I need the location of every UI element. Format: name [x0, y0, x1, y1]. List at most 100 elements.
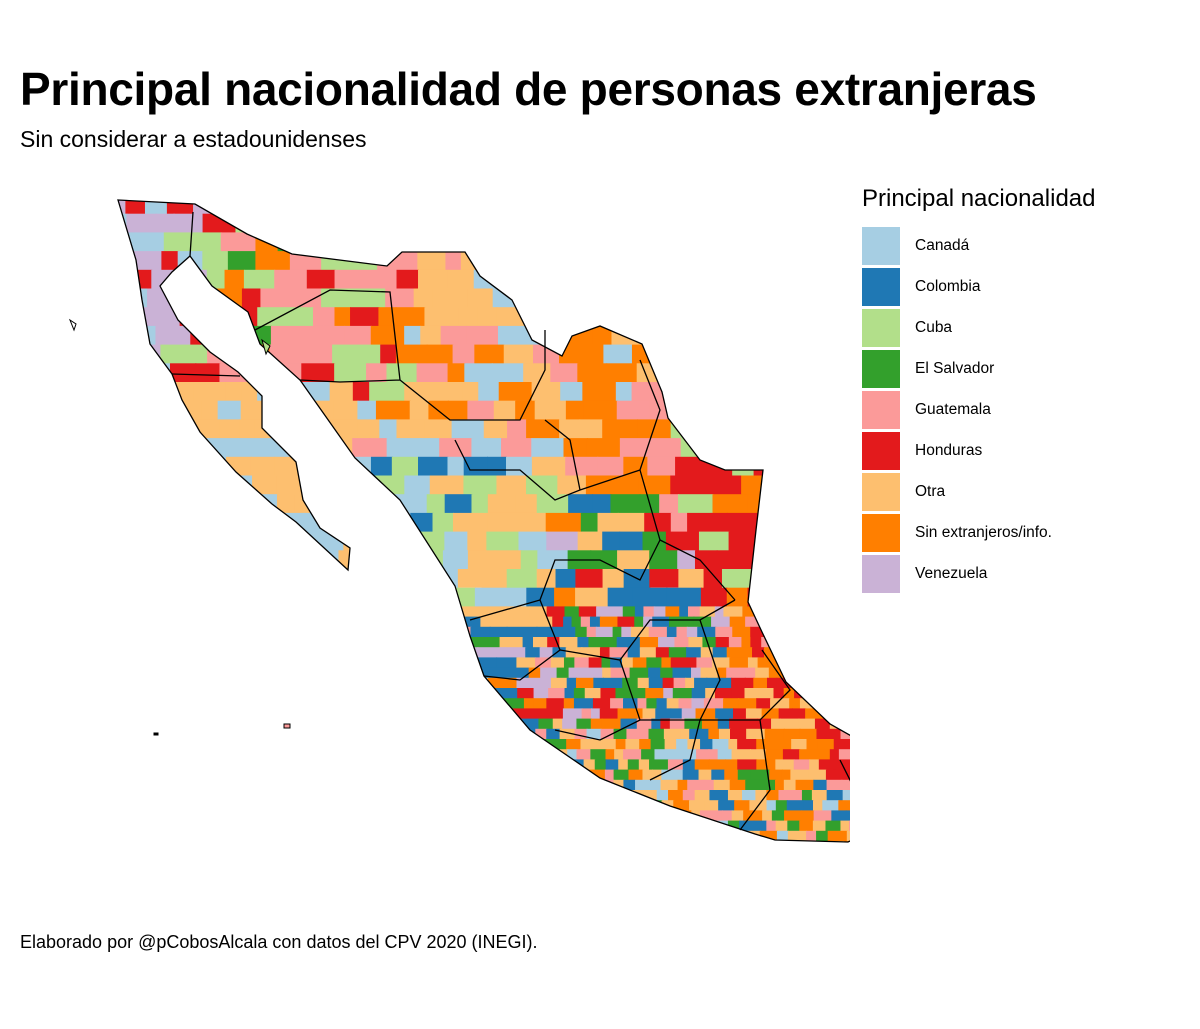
municipality: [195, 800, 222, 816]
municipality: [676, 325, 711, 347]
municipality: [161, 626, 186, 638]
municipality: [525, 790, 536, 805]
legend-item: Colombia: [862, 266, 1095, 307]
municipality: [515, 800, 539, 817]
legend-title: Principal nacionalidad: [862, 185, 1096, 212]
municipality: [161, 677, 189, 690]
municipality: [443, 830, 469, 842]
municipality: [646, 820, 660, 836]
municipality: [755, 878, 783, 886]
municipality: [837, 587, 850, 607]
municipality: [131, 677, 163, 694]
municipality: [801, 232, 830, 253]
municipality: [302, 759, 328, 771]
municipality: [758, 688, 775, 699]
municipality: [563, 698, 575, 714]
municipality: [118, 790, 133, 807]
municipality: [238, 667, 268, 683]
municipality: [806, 830, 818, 842]
municipality: [503, 878, 525, 886]
municipality: [840, 438, 850, 466]
municipality: [398, 708, 423, 727]
municipality: [366, 688, 393, 700]
municipality: [181, 667, 217, 684]
municipality: [566, 677, 577, 692]
municipality: [134, 657, 165, 669]
municipality: [215, 667, 240, 680]
municipality: [165, 688, 196, 705]
municipality: [762, 810, 773, 824]
municipality: [528, 667, 542, 679]
municipality: [567, 800, 580, 814]
municipality: [656, 698, 668, 714]
municipality: [373, 800, 391, 818]
municipality: [464, 363, 493, 387]
municipality: [755, 790, 768, 803]
municipality: [129, 820, 160, 836]
legend-swatch: [862, 349, 900, 388]
municipality: [651, 769, 663, 786]
municipality: [827, 728, 842, 742]
municipality: [814, 859, 841, 884]
municipality: [546, 769, 563, 782]
municipality: [411, 841, 447, 861]
municipality: [550, 363, 579, 387]
municipality: [783, 606, 794, 620]
municipality: [212, 637, 245, 650]
municipality: [586, 790, 604, 806]
municipality: [209, 698, 245, 715]
municipality: [609, 800, 622, 818]
municipality: [590, 749, 607, 763]
municipality: [273, 512, 305, 534]
municipality: [145, 739, 172, 750]
municipality: [335, 698, 359, 712]
municipality: [798, 647, 814, 664]
municipality: [532, 213, 558, 235]
municipality: [357, 698, 389, 711]
municipality: [261, 550, 288, 574]
municipality: [504, 647, 527, 659]
municipality: [252, 531, 272, 552]
municipality: [743, 841, 767, 869]
municipality: [840, 616, 850, 628]
legend-swatch: [862, 308, 900, 347]
municipality: [309, 419, 328, 444]
municipality: [627, 269, 658, 296]
municipality: [629, 800, 650, 812]
municipality: [779, 213, 798, 235]
municipality: [842, 494, 850, 516]
municipality: [621, 626, 632, 639]
municipality: [770, 616, 785, 633]
municipality: [667, 213, 686, 243]
municipality: [118, 759, 136, 776]
municipality: [264, 897, 281, 900]
municipality: [425, 718, 460, 734]
municipality: [594, 800, 611, 814]
municipality: [604, 769, 615, 784]
municipality: [716, 307, 741, 339]
municipality: [564, 810, 583, 827]
municipality: [284, 419, 311, 445]
municipality: [304, 728, 326, 743]
municipality: [538, 897, 561, 900]
municipality: [118, 657, 136, 670]
municipality: [817, 897, 835, 900]
municipality: [800, 251, 834, 271]
municipality: [491, 800, 517, 811]
municipality: [118, 779, 140, 795]
municipality: [366, 708, 400, 724]
municipality: [563, 251, 585, 282]
municipality: [280, 897, 303, 900]
municipality: [673, 677, 687, 689]
municipality: [621, 657, 634, 675]
municipality: [456, 728, 486, 743]
municipality: [823, 637, 843, 654]
municipality: [118, 606, 134, 618]
municipality: [556, 878, 590, 886]
municipality: [364, 677, 400, 690]
municipality: [736, 859, 755, 883]
municipality: [792, 550, 818, 572]
municipality: [249, 494, 278, 524]
municipality: [714, 830, 735, 845]
municipality: [518, 288, 540, 308]
